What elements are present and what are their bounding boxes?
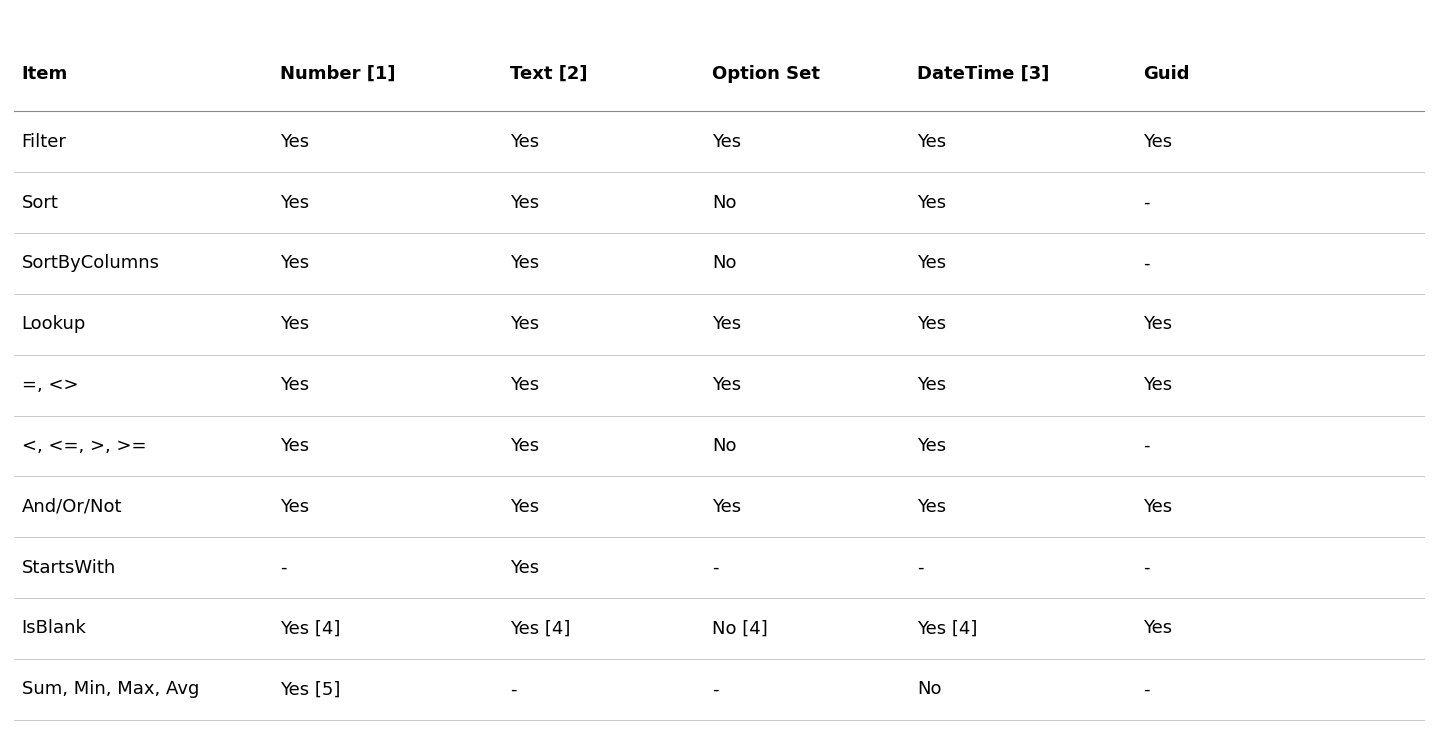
Text: Yes: Yes (280, 133, 309, 151)
Text: Item: Item (22, 65, 68, 83)
Text: Yes: Yes (917, 194, 946, 211)
Text: StartsWith: StartsWith (22, 559, 116, 577)
Text: Yes: Yes (917, 133, 946, 151)
Text: Yes: Yes (712, 315, 741, 333)
Text: Yes: Yes (917, 315, 946, 333)
Text: Yes: Yes (510, 437, 539, 455)
Text: Text [2]: Text [2] (510, 65, 588, 83)
Text: Yes [5]: Yes [5] (280, 680, 341, 698)
Text: Yes: Yes (510, 376, 539, 394)
Text: -: - (1143, 255, 1150, 272)
Text: Yes: Yes (510, 559, 539, 577)
Text: Yes: Yes (1143, 498, 1172, 516)
Text: Yes: Yes (510, 255, 539, 272)
Text: Yes: Yes (510, 315, 539, 333)
Text: Yes: Yes (510, 498, 539, 516)
Text: Number [1]: Number [1] (280, 65, 395, 83)
Text: Yes: Yes (510, 194, 539, 211)
Text: Yes [4]: Yes [4] (917, 620, 978, 637)
Text: -: - (280, 559, 288, 577)
Text: Yes: Yes (1143, 315, 1172, 333)
Text: -: - (712, 680, 719, 698)
Text: No [4]: No [4] (712, 620, 768, 637)
Text: No: No (712, 194, 736, 211)
Text: -: - (1143, 437, 1150, 455)
Text: SortByColumns: SortByColumns (22, 255, 160, 272)
Text: -: - (1143, 680, 1150, 698)
Text: Yes: Yes (1143, 376, 1172, 394)
Text: Yes: Yes (280, 437, 309, 455)
Text: Yes: Yes (280, 376, 309, 394)
Text: Filter: Filter (22, 133, 66, 151)
Text: IsBlank: IsBlank (22, 620, 86, 637)
Text: Yes: Yes (917, 498, 946, 516)
Text: Yes: Yes (917, 376, 946, 394)
Text: -: - (1143, 559, 1150, 577)
Text: Yes: Yes (712, 133, 741, 151)
Text: Yes: Yes (917, 255, 946, 272)
Text: Yes: Yes (712, 498, 741, 516)
Text: -: - (510, 680, 518, 698)
Text: Yes [4]: Yes [4] (280, 620, 341, 637)
Text: -: - (917, 559, 925, 577)
Text: And/Or/Not: And/Or/Not (22, 498, 122, 516)
Text: Yes: Yes (280, 194, 309, 211)
Text: Yes: Yes (280, 315, 309, 333)
Text: Lookup: Lookup (22, 315, 86, 333)
Text: =, <>: =, <> (22, 376, 78, 394)
Text: Yes: Yes (280, 498, 309, 516)
Text: Yes [4]: Yes [4] (510, 620, 571, 637)
Text: Guid: Guid (1143, 65, 1189, 83)
Text: Yes: Yes (510, 133, 539, 151)
Text: No: No (917, 680, 942, 698)
Text: -: - (712, 559, 719, 577)
Text: Yes: Yes (712, 376, 741, 394)
Text: Yes: Yes (280, 255, 309, 272)
Text: Option Set: Option Set (712, 65, 820, 83)
Text: Yes: Yes (1143, 620, 1172, 637)
Text: DateTime [3]: DateTime [3] (917, 65, 1050, 83)
Text: Yes: Yes (917, 437, 946, 455)
Text: No: No (712, 437, 736, 455)
Text: Sum, Min, Max, Avg: Sum, Min, Max, Avg (22, 680, 198, 698)
Text: <, <=, >, >=: <, <=, >, >= (22, 437, 147, 455)
Text: Yes: Yes (1143, 133, 1172, 151)
Text: No: No (712, 255, 736, 272)
Text: -: - (1143, 194, 1150, 211)
Text: Sort: Sort (22, 194, 59, 211)
